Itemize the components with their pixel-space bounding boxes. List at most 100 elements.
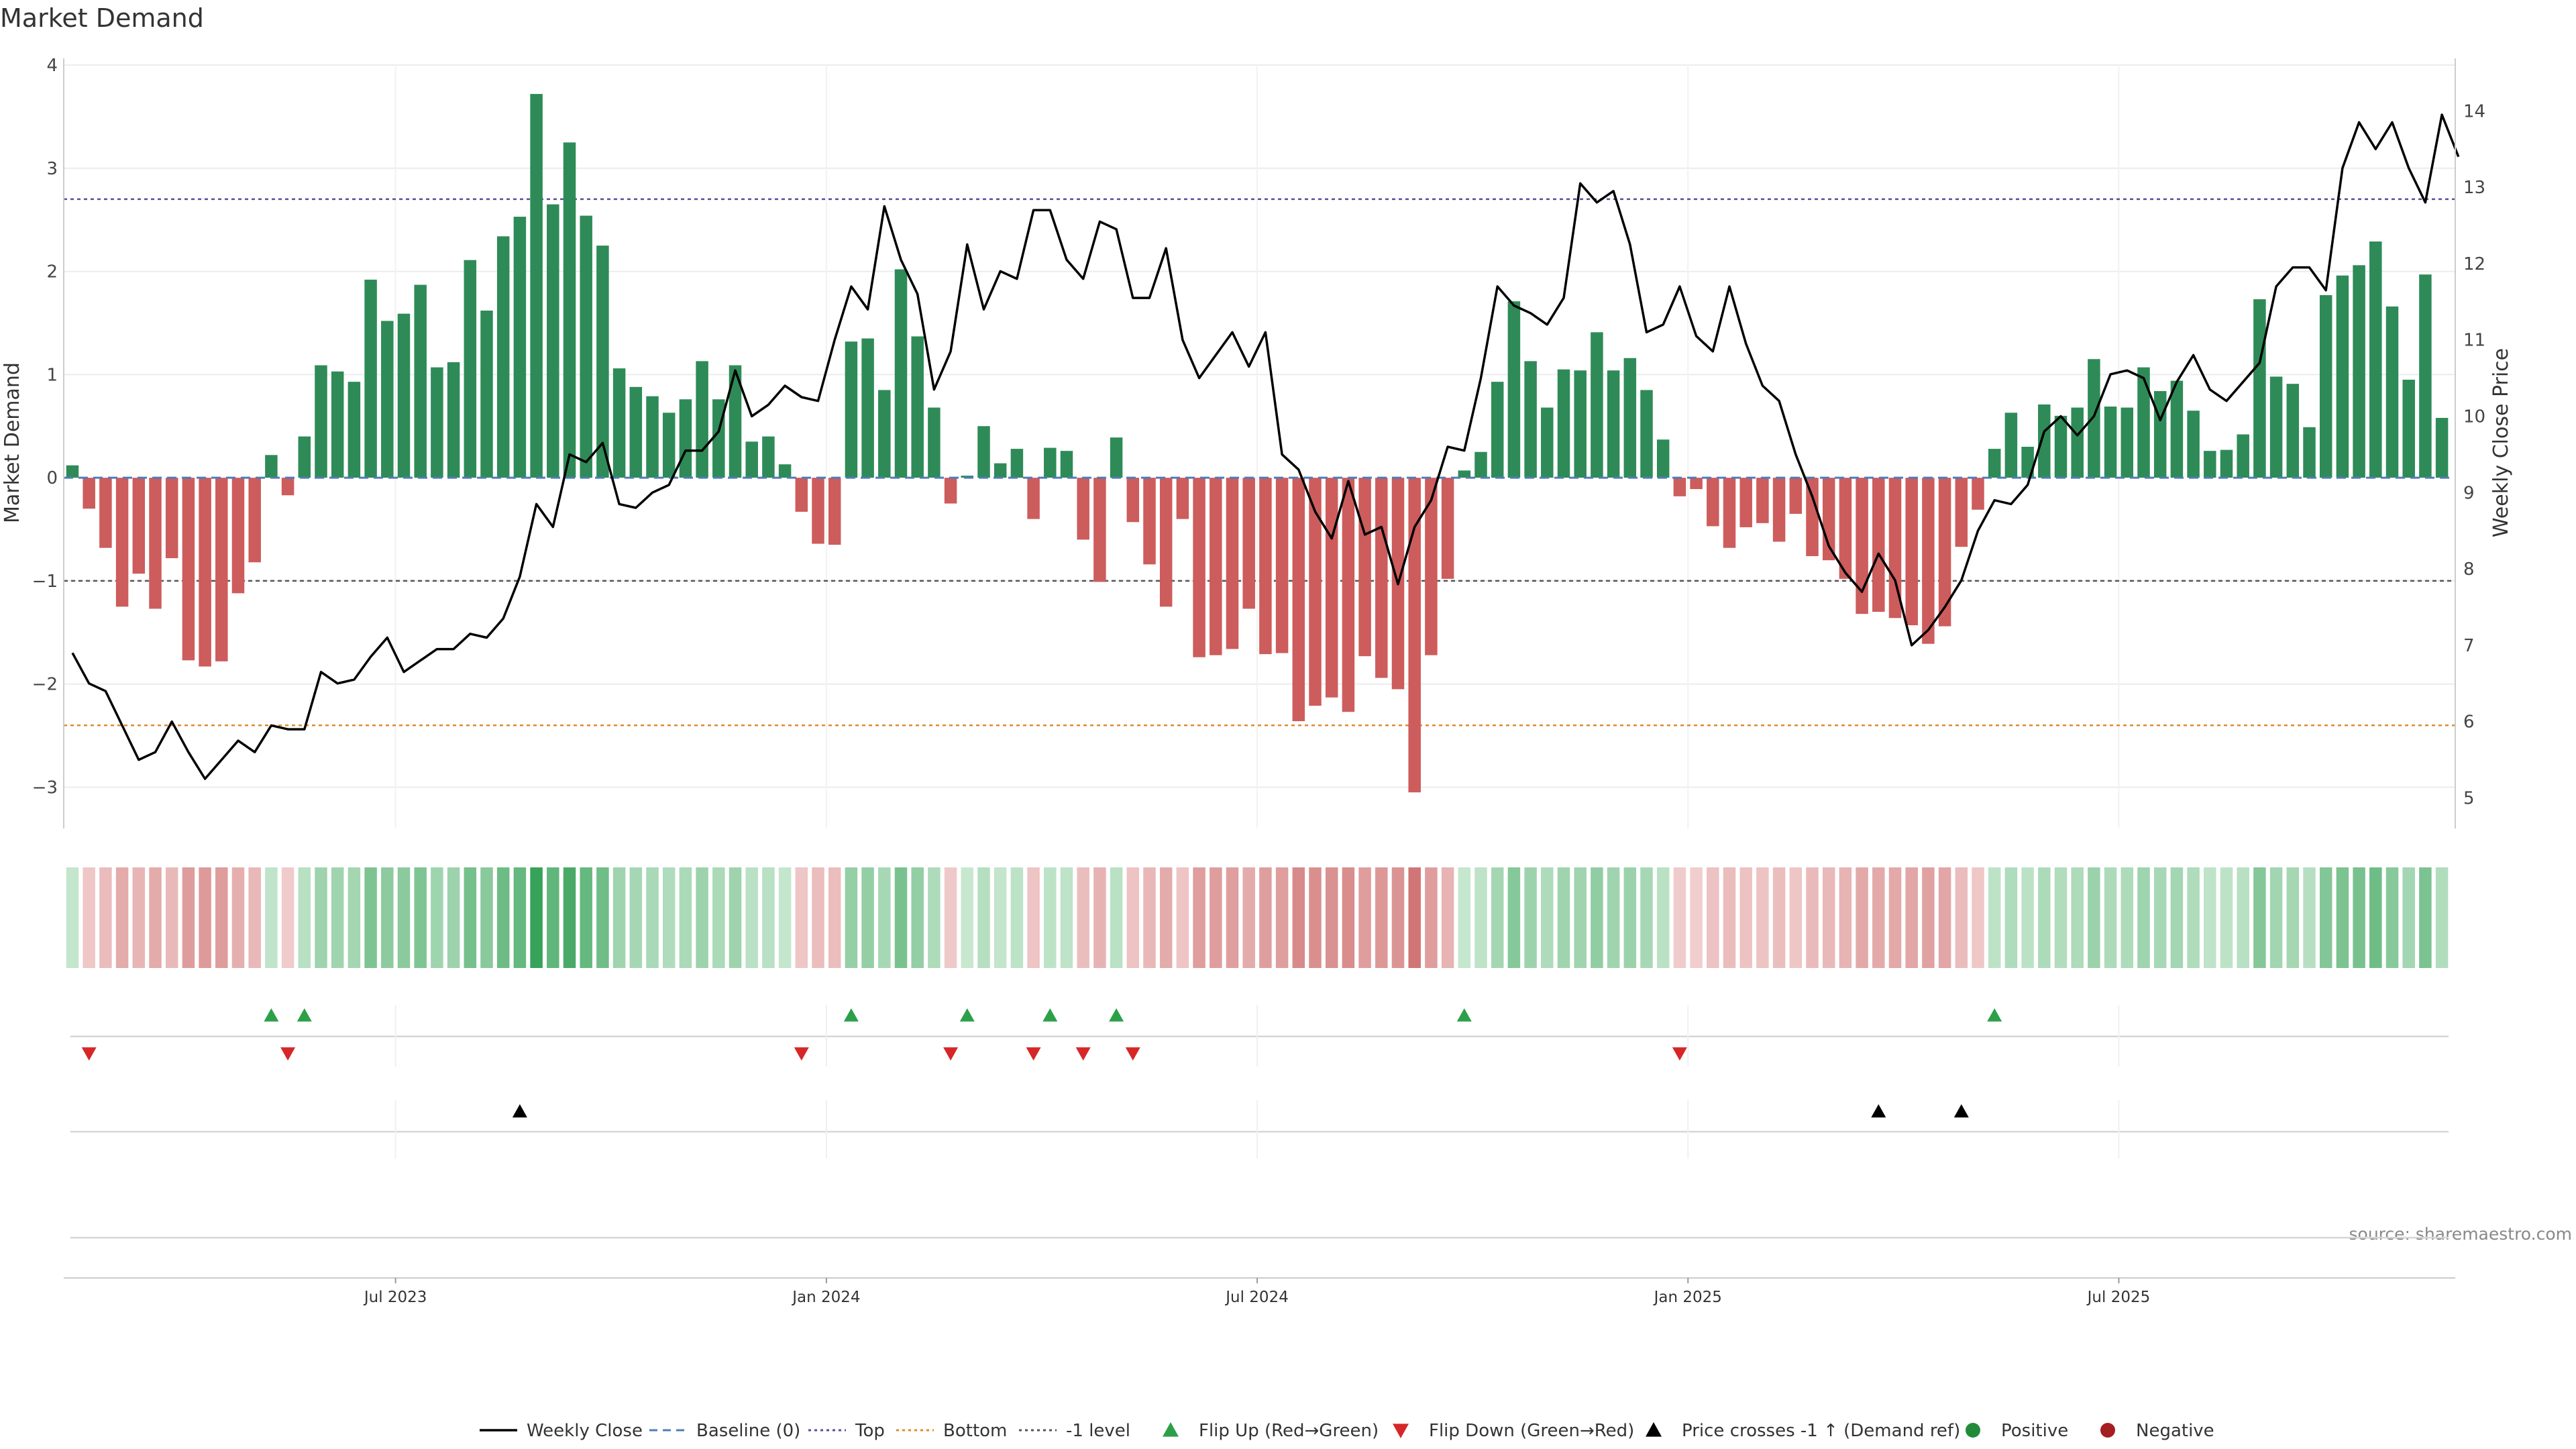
heat-cell [547, 867, 559, 968]
heat-cell [944, 867, 957, 968]
demand-bar-negative [199, 478, 211, 667]
heat-cell [1756, 867, 1769, 968]
heat-cell [2336, 867, 2349, 968]
demand-bar-positive [1458, 470, 1471, 478]
demand-bar-negative [281, 478, 294, 496]
y2-tick-label: 5 [2463, 788, 2475, 808]
demand-bar-negative [1690, 478, 1703, 490]
demand-bar-negative [828, 478, 841, 545]
demand-bar-positive [2071, 407, 2084, 478]
heat-cell [1391, 867, 1405, 968]
y2-tick-label: 6 [2463, 712, 2475, 733]
demand-bar-negative [1673, 478, 1686, 496]
chart-title: Market Demand [0, 3, 204, 33]
y-tick-label: −3 [32, 777, 58, 798]
demand-bar-negative [1309, 478, 1322, 706]
legend-label: Flip Up (Red→Green) [1199, 1421, 1379, 1441]
heat-cell [696, 867, 708, 968]
heat-cell [878, 867, 891, 968]
heat-cell [381, 867, 394, 968]
legend-swatch-circle [1966, 1423, 1980, 1438]
demand-bar-negative [99, 478, 112, 548]
price-cross-marker [1871, 1104, 1886, 1118]
heat-cell [2402, 867, 2415, 968]
demand-bar-positive [729, 365, 742, 478]
heat-cell [265, 867, 278, 968]
demand-bar-positive [778, 464, 792, 478]
demand-bar-positive [2121, 407, 2134, 478]
legend-swatch-circle [2100, 1423, 2115, 1438]
demand-bar-negative [1789, 478, 1803, 514]
demand-bar-negative [215, 478, 228, 661]
heat-cell [1010, 867, 1024, 968]
demand-bar-negative [83, 478, 95, 509]
demand-bar-positive [961, 476, 974, 478]
demand-bar-positive [1060, 451, 1073, 478]
heat-cell [2237, 867, 2249, 968]
heat-cell [414, 867, 427, 968]
demand-bar-negative [1325, 478, 1338, 698]
heat-cell [1806, 867, 1819, 968]
demand-bar-positive [2104, 407, 2117, 478]
demand-bar-positive [2170, 380, 2184, 478]
heat-cell [1872, 867, 1885, 968]
heat-cell [1972, 867, 1984, 968]
demand-bar-positive [762, 436, 775, 478]
heat-cell [99, 867, 112, 968]
y-tick-label: −1 [32, 572, 58, 592]
legend-label: Flip Down (Green→Red) [1429, 1421, 1634, 1441]
demand-bar-positive [1507, 301, 1521, 478]
heat-cell [961, 867, 974, 968]
heat-cell [215, 867, 228, 968]
heat-cell [679, 867, 692, 968]
heat-cell [1591, 867, 1603, 968]
demand-bar-positive [646, 396, 659, 478]
demand-bar-negative [1938, 478, 1951, 627]
demand-bar-negative [1143, 478, 1156, 565]
heat-cell [2004, 867, 2018, 968]
heat-cell [1574, 867, 1587, 968]
demand-bar-positive [2187, 411, 2200, 478]
heat-cell [2269, 867, 2283, 968]
heat-cell [165, 867, 178, 968]
y-tick-label: 3 [46, 159, 58, 179]
heat-cell [994, 867, 1007, 968]
demand-bar-negative [1358, 478, 1371, 657]
heat-cell [845, 867, 858, 968]
flip-up-marker [1456, 1008, 1472, 1022]
heat-cell [199, 867, 211, 968]
demand-bar-negative [1193, 478, 1205, 657]
demand-bar-positive [878, 390, 891, 478]
heat-cell [331, 867, 344, 968]
heat-cell [447, 867, 460, 968]
heat-cell [1292, 867, 1305, 968]
demand-heat-strip [66, 867, 2449, 968]
heat-cell [1888, 867, 1902, 968]
flip-up-marker [297, 1008, 312, 1022]
demand-bar-negative [231, 478, 245, 594]
legend: Weekly Close Baseline (0) Top Bottom -1 leve… [480, 1421, 2214, 1441]
demand-bar-positive [1574, 370, 1587, 478]
demand-bar-positive [845, 341, 858, 478]
demand-bar-positive [894, 269, 908, 478]
heat-cell [729, 867, 742, 968]
heat-cell [1507, 867, 1521, 968]
demand-bar-negative [1707, 478, 1719, 527]
heat-cell [646, 867, 659, 968]
heat-cell [1955, 867, 1968, 968]
heat-cell [2104, 867, 2117, 968]
y2-tick-label: 13 [2463, 178, 2485, 198]
heat-cell [2021, 867, 2034, 968]
demand-bar-negative [1756, 478, 1769, 523]
heat-cell [281, 867, 294, 968]
flip-up-marker [264, 1008, 279, 1022]
heat-cell [1077, 867, 1089, 968]
y-axis-label: Market Demand [1, 362, 24, 523]
demand-bar-positive [2153, 390, 2167, 478]
legend-swatch-triangle-up [1163, 1422, 1179, 1437]
heat-cell [928, 867, 941, 968]
demand-bar-positive [629, 386, 643, 478]
heat-cell [2187, 867, 2200, 968]
flip-down-marker [943, 1047, 959, 1061]
